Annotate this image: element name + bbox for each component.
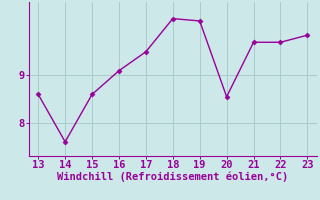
X-axis label: Windchill (Refroidissement éolien,°C): Windchill (Refroidissement éolien,°C) xyxy=(57,172,288,182)
